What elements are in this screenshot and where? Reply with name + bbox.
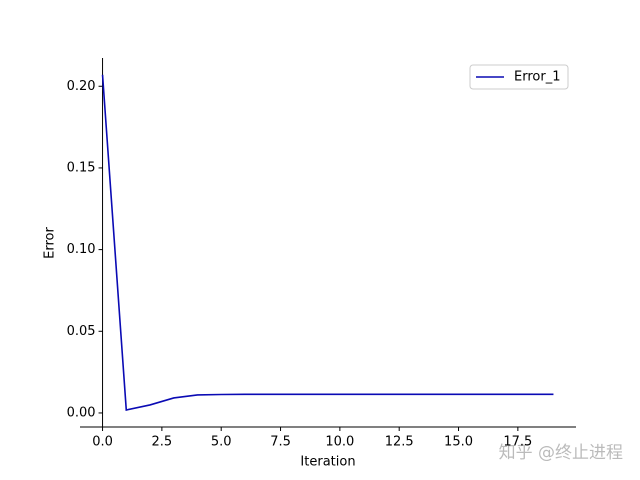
x-tick-label: 2.5 <box>152 435 173 450</box>
y-tick-label: 0.15 <box>67 160 96 175</box>
x-tick-label: 15.0 <box>444 435 473 450</box>
x-tick-label: 0.0 <box>92 435 113 450</box>
x-tick-label: 17.5 <box>503 435 532 450</box>
line-series <box>101 74 554 411</box>
y-tick-label: 0.00 <box>67 405 96 420</box>
y-axis-label: Error <box>43 227 58 259</box>
y-tick-label: 0.10 <box>67 242 96 257</box>
y-tick-label: 0.20 <box>67 79 96 94</box>
x-axis-label: Iteration <box>300 455 355 470</box>
x-tick-label: 7.5 <box>270 435 291 450</box>
legend-box <box>469 64 569 90</box>
legend-label: Error_1 <box>514 70 560 85</box>
x-tick-label: 5.0 <box>211 435 232 450</box>
x-tick-label: 12.5 <box>385 435 414 450</box>
y-tick-label: 0.05 <box>67 324 96 339</box>
watermark: 知乎 @终止进程 <box>499 443 623 463</box>
x-tick-label: 10.0 <box>325 435 354 450</box>
